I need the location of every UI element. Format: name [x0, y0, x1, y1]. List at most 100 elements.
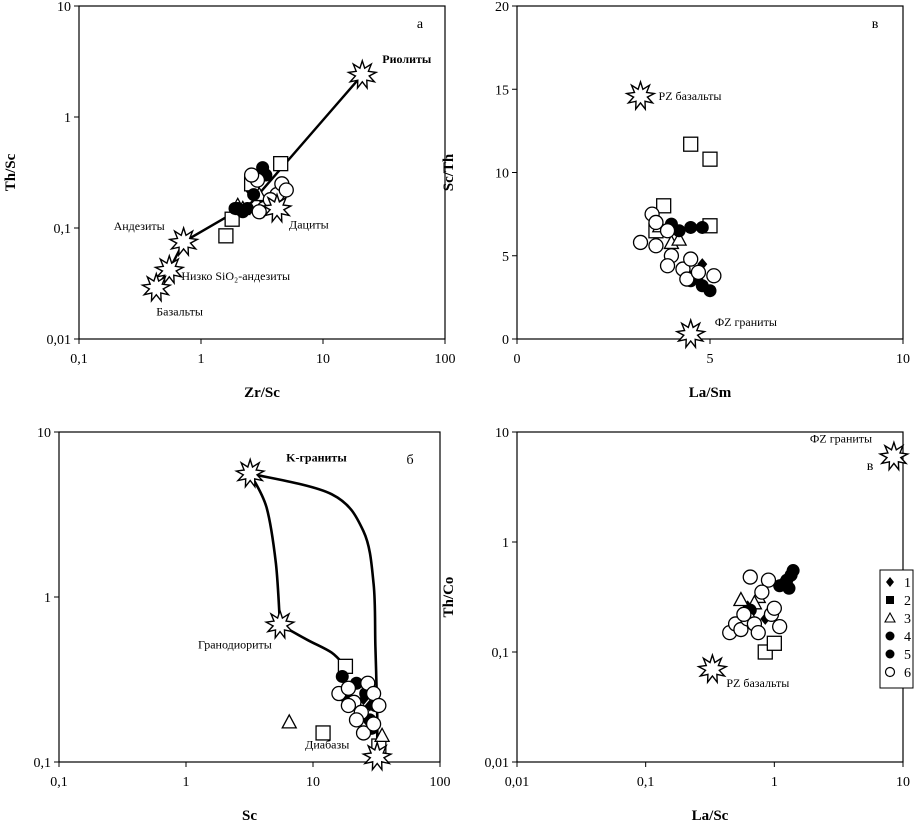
data-point-series-4: [786, 564, 800, 578]
x-axis-label: La/Sc: [692, 808, 729, 823]
x-tick-label: 1: [183, 775, 190, 790]
reference-star-icon: [167, 225, 200, 258]
reference-label: Низко SiO₂-андезиты: [181, 269, 290, 283]
y-tick-label: 1: [64, 111, 71, 126]
data-point-series-6: [632, 234, 649, 251]
data-point-series-2: [315, 725, 331, 741]
reference-star-icon: [624, 79, 657, 112]
panel-letter: в: [872, 17, 879, 32]
reference-label: Андезиты: [114, 219, 165, 233]
data-point-series-6: [355, 725, 372, 741]
legend-marker: [886, 596, 894, 604]
x-tick-label: 1: [198, 352, 205, 367]
reference-label: Дациты: [289, 217, 329, 231]
data-point-series-3: [671, 230, 688, 246]
data-point-series-3: [281, 713, 298, 729]
data-point-series-6: [760, 572, 777, 588]
reference-star-icon: [346, 58, 379, 91]
data-point-series-2: [683, 136, 699, 152]
reference-star-icon: [260, 192, 294, 224]
x-tick-label: 0,1: [50, 775, 68, 790]
reference-label: Диабазы: [305, 737, 349, 751]
data-point-series-6: [648, 214, 664, 231]
data-point-series-6: [772, 619, 788, 635]
x-tick-label: 100: [430, 775, 451, 790]
data-point-series-4: [695, 220, 709, 234]
panel-letter: а: [417, 17, 424, 32]
legend-item: 3: [884, 611, 911, 627]
data-point-series-5: [228, 201, 242, 215]
panel-v-bottom: 0,01 0,1 1 10 0,01 0,1 1 10 La/Sc Th/Co в ФZ гранит…: [441, 426, 910, 823]
y-tick-label: 0,1: [492, 646, 510, 661]
data-point-series-2: [656, 198, 672, 214]
data-point-series-6: [348, 712, 365, 728]
legend-item: 1: [886, 576, 911, 591]
legend-label: 1: [904, 576, 911, 591]
data-point-series-6: [683, 251, 699, 267]
data-point-series-6: [706, 268, 722, 284]
y-tick-label: 20: [495, 0, 509, 15]
data-point-series-4: [684, 220, 698, 234]
reference-star-icon: [140, 271, 173, 303]
legend-item: 2: [886, 594, 911, 609]
legend: 1 2 3 4 5 6: [879, 569, 914, 689]
panel-letter: б: [406, 453, 413, 468]
data-point-series-6: [766, 600, 782, 616]
y-axis-label: Sc/Th: [441, 153, 457, 191]
data-point-series-6: [736, 606, 752, 622]
panel-a: 0,1 1 10 100 0,01 0,1 1 10 Zr/Sc Th/Sc а Риолиты Дац…: [3, 0, 456, 401]
y-tick-label: 0,01: [47, 333, 72, 348]
reference-star-icon: [674, 317, 707, 350]
reference-label: K-граниты: [286, 451, 347, 465]
x-axis-label: Sc: [242, 808, 257, 823]
x-tick-label: 1: [771, 775, 778, 790]
reference-star-icon: [361, 740, 394, 772]
panel-letter: в: [867, 459, 874, 474]
x-tick-label: 100: [435, 352, 456, 367]
data-point-series-2: [273, 155, 289, 172]
reference-label: PZ базальты: [659, 89, 722, 103]
y-tick-label: 0,1: [54, 222, 72, 237]
reference-star-icon: [234, 457, 267, 489]
data-point-series-3: [374, 727, 391, 743]
data-point-series-4: [247, 188, 261, 202]
x-tick-label: 10: [306, 775, 320, 790]
plot-frame: [78, 5, 446, 340]
legend-label: 4: [904, 630, 911, 645]
reference-star-icon: [696, 652, 729, 685]
panel-b: 0,11101000,1110ScTh/ScбK-гранитыГранодио…: [34, 426, 451, 823]
y-tick-label: 0,1: [34, 756, 52, 771]
x-tick-label: 0,1: [70, 352, 88, 367]
legend-marker: [884, 666, 896, 678]
x-axis-label: La/Sm: [689, 385, 732, 401]
legend-marker: [884, 611, 896, 623]
data-point-series-4: [703, 284, 717, 298]
legend-label: 5: [904, 648, 911, 663]
data-point-series-6: [278, 182, 294, 198]
data-points: [632, 136, 722, 298]
reference-label: PZ базальты: [726, 676, 789, 690]
data-point-series-6: [243, 167, 260, 183]
y-axis-label: Th/Co: [441, 577, 457, 618]
y-tick-label: 1: [502, 536, 509, 551]
legend-label: 2: [904, 594, 911, 609]
x-tick-label: 0,01: [505, 775, 530, 790]
y-tick-label: 15: [495, 83, 509, 98]
data-point-series-6: [750, 624, 766, 641]
data-point-series-6: [648, 238, 664, 254]
legend-label: 3: [904, 612, 911, 627]
panel-v-top: 0 5 10 0 5 10 15 20 La/Sm Sc/Th в PZ базальты ФZ гра…: [441, 0, 910, 401]
legend-item: 4: [885, 630, 911, 645]
data-point-series-6: [371, 697, 387, 714]
mixing-curve: [248, 472, 282, 625]
data-point-series-6: [340, 697, 357, 714]
data-point-series-6: [742, 569, 758, 585]
y-tick-label: 5: [502, 250, 509, 265]
x-tick-label: 0,1: [637, 775, 655, 790]
legend-label: 6: [904, 666, 911, 681]
data-point-series-6: [340, 680, 357, 696]
legend-marker: [886, 577, 894, 587]
y-tick-label: 1: [44, 591, 51, 606]
y-axis-label: Th/Sc: [3, 153, 19, 191]
data-point-series-2: [766, 635, 782, 651]
